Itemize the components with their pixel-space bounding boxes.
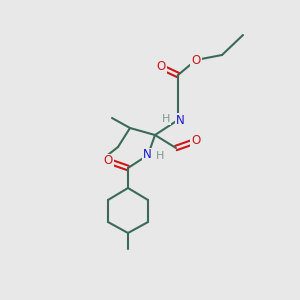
Text: O: O [191,134,201,148]
Text: H: H [156,151,164,161]
Text: O: O [191,53,201,67]
Text: N: N [142,148,152,161]
Text: O: O [103,154,112,167]
Text: N: N [176,113,184,127]
Text: O: O [156,61,166,74]
Text: H: H [162,114,170,124]
